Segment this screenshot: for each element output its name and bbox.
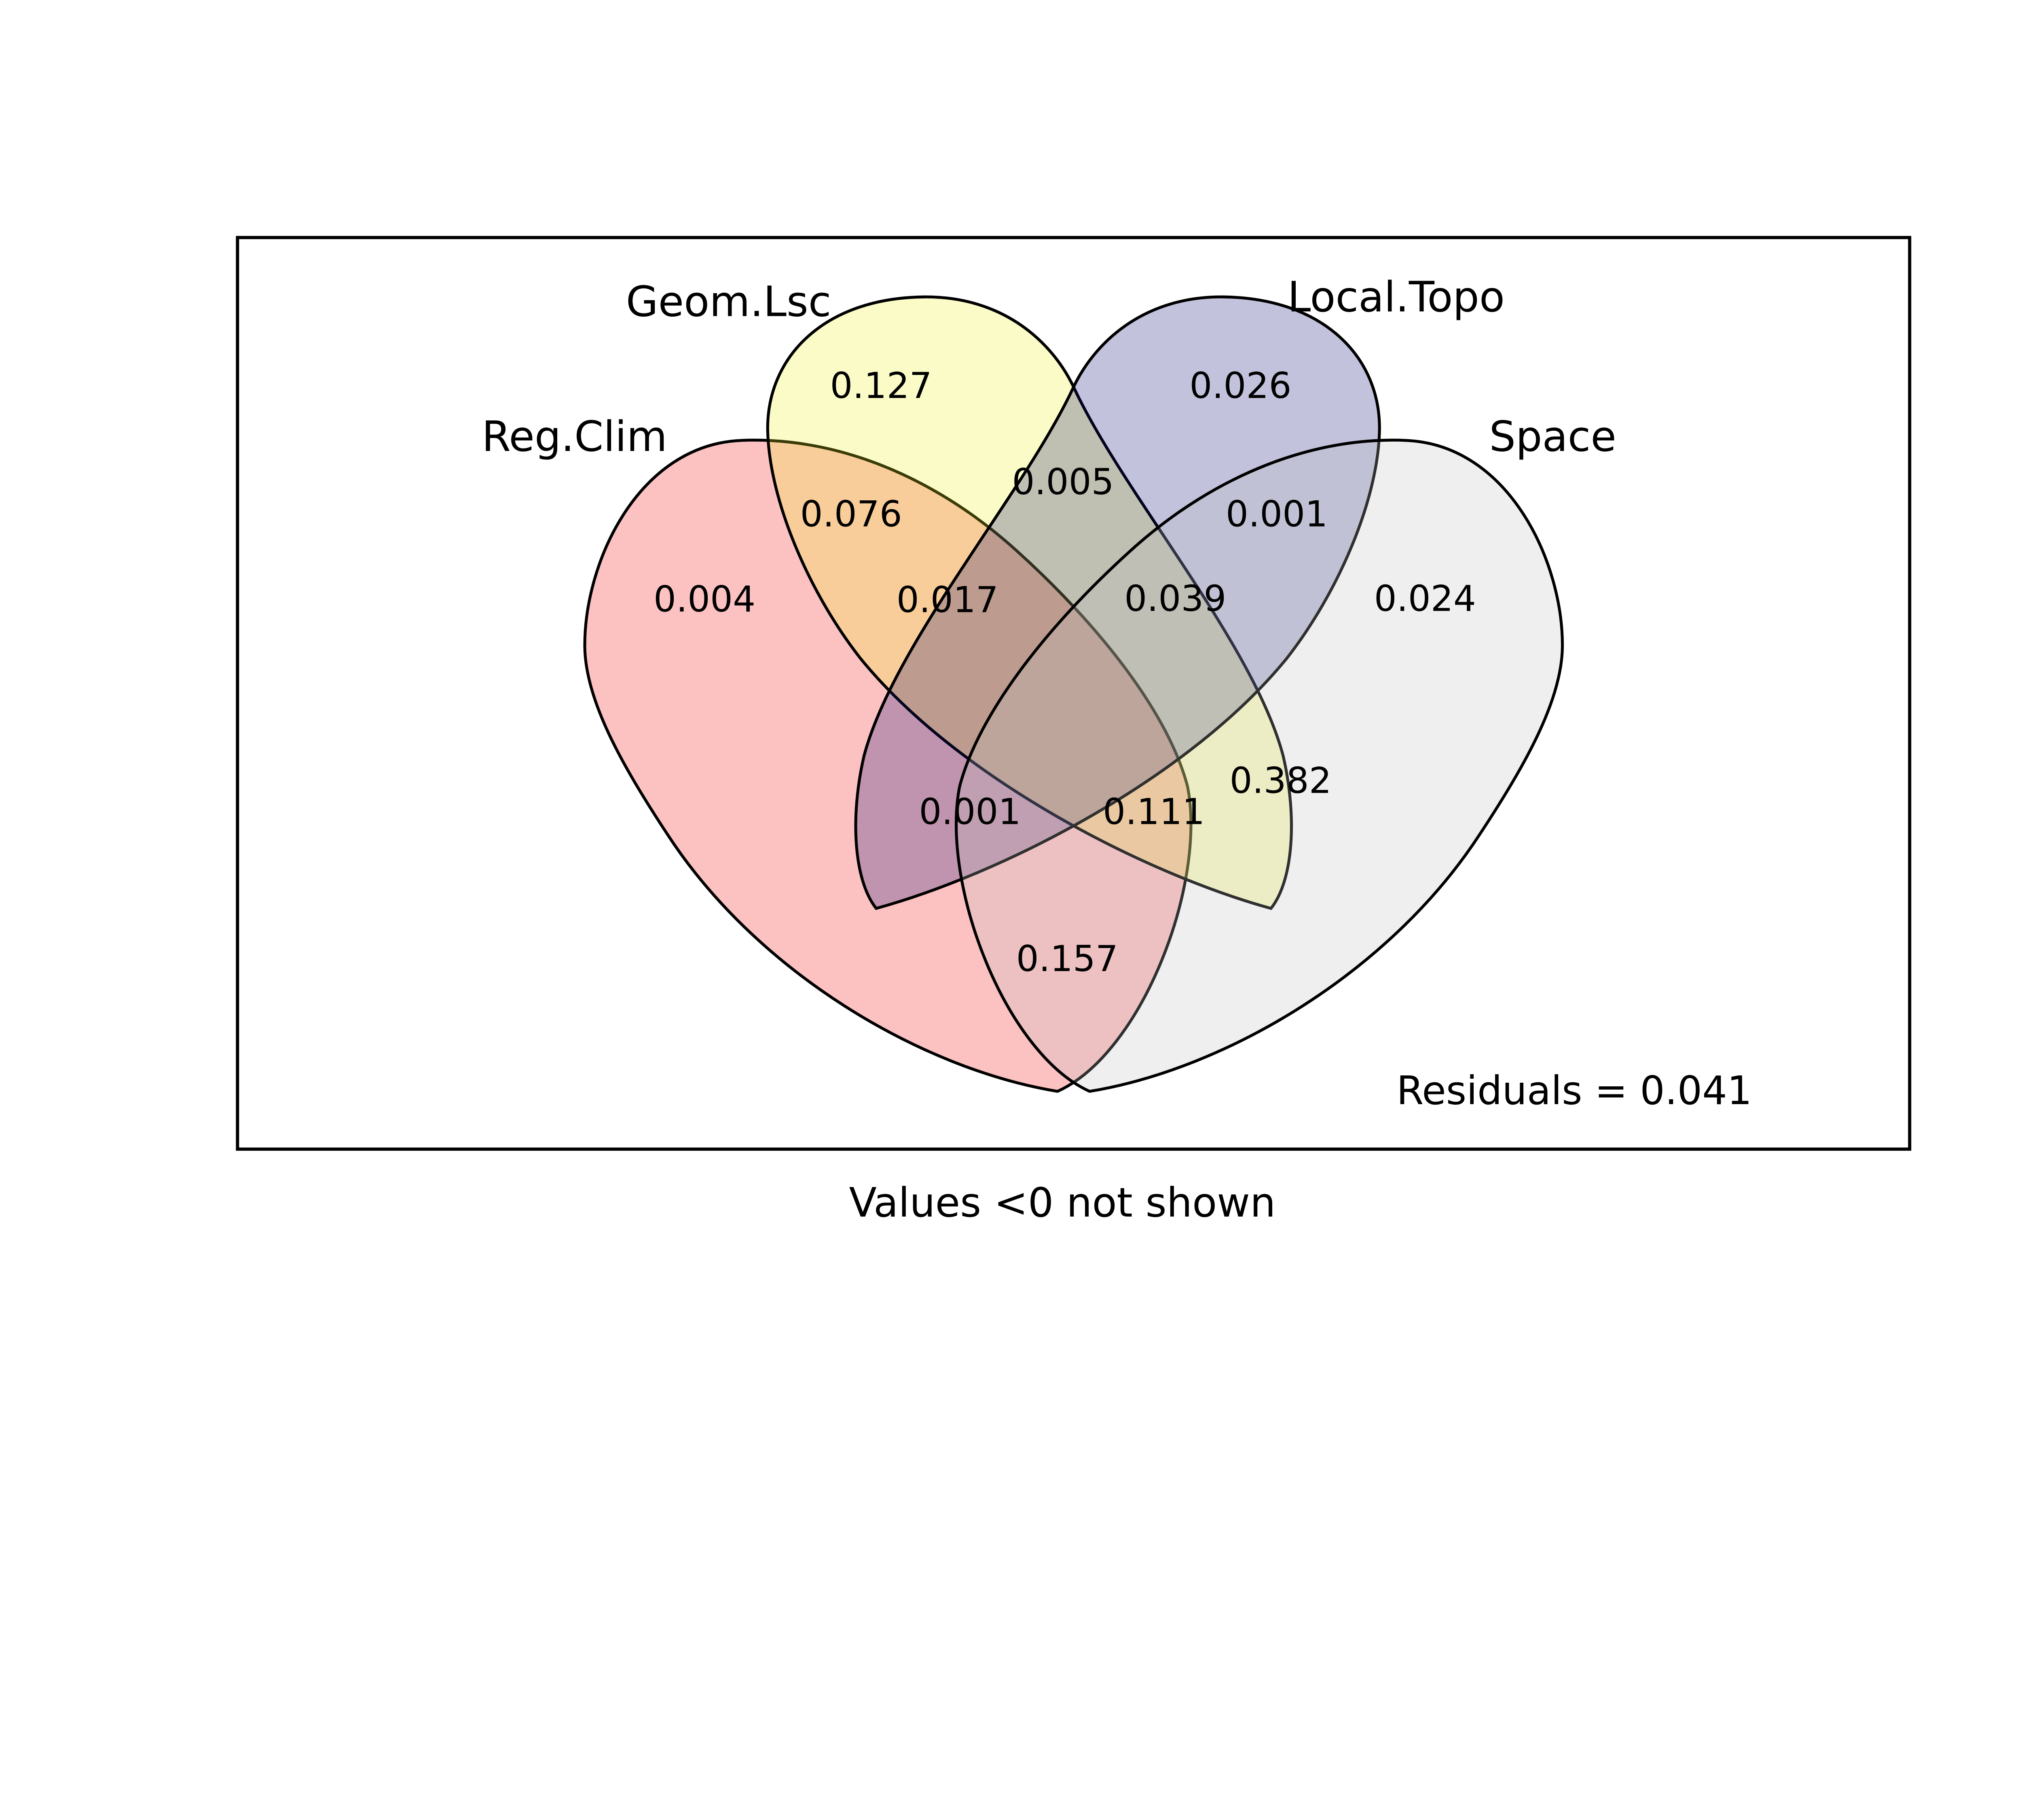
residuals-label: Residuals = 0.041 [1396, 1068, 1752, 1113]
region-value-geomlsc-localtopo: 0.005 [1012, 461, 1114, 503]
region-value-regclim-geomlsc: 0.076 [800, 493, 902, 535]
plot-frame [236, 236, 1912, 1151]
set-label-local-topo: Local.Topo [1288, 273, 1505, 322]
ellipse-geom-lsc [766, 295, 1293, 910]
figure-caption: Values <0 not shown [849, 1179, 1276, 1226]
ellipse-local-topo [854, 295, 1381, 910]
region-value-geomlsc-space: 0.382 [1230, 760, 1332, 801]
set-label-geom-lsc: Geom.Lsc [626, 278, 831, 326]
set-label-space: Space [1489, 413, 1616, 461]
set-label-reg-clim: Reg.Clim [482, 413, 667, 461]
region-value-localtopo-space: 0.001 [1226, 493, 1328, 535]
region-value-regclim-space: 0.157 [1016, 938, 1118, 980]
region-value-space-only: 0.024 [1374, 578, 1476, 619]
varpart-venn-figure: Geom.Lsc Local.Topo Reg.Clim Space 0.127… [236, 236, 1912, 1226]
region-value-regclim-localtopo: 0.001 [919, 791, 1021, 832]
region-value-geom-lsc-only: 0.127 [830, 365, 932, 406]
region-value-reg-clim-only: 0.004 [654, 578, 755, 620]
region-value-geomlsc-localtopo-space: 0.039 [1124, 578, 1226, 619]
region-value-regclim-geomlsc-localtopo: 0.017 [897, 579, 998, 620]
ellipse-space [954, 438, 1564, 1093]
ellipse-reg-clim [583, 438, 1193, 1093]
region-value-local-topo-only: 0.026 [1189, 365, 1291, 406]
region-value-regclim-geomlsc-space: 0.111 [1103, 791, 1205, 832]
venn-diagram-canvas: Geom.Lsc Local.Topo Reg.Clim Space 0.127… [236, 236, 1912, 1226]
